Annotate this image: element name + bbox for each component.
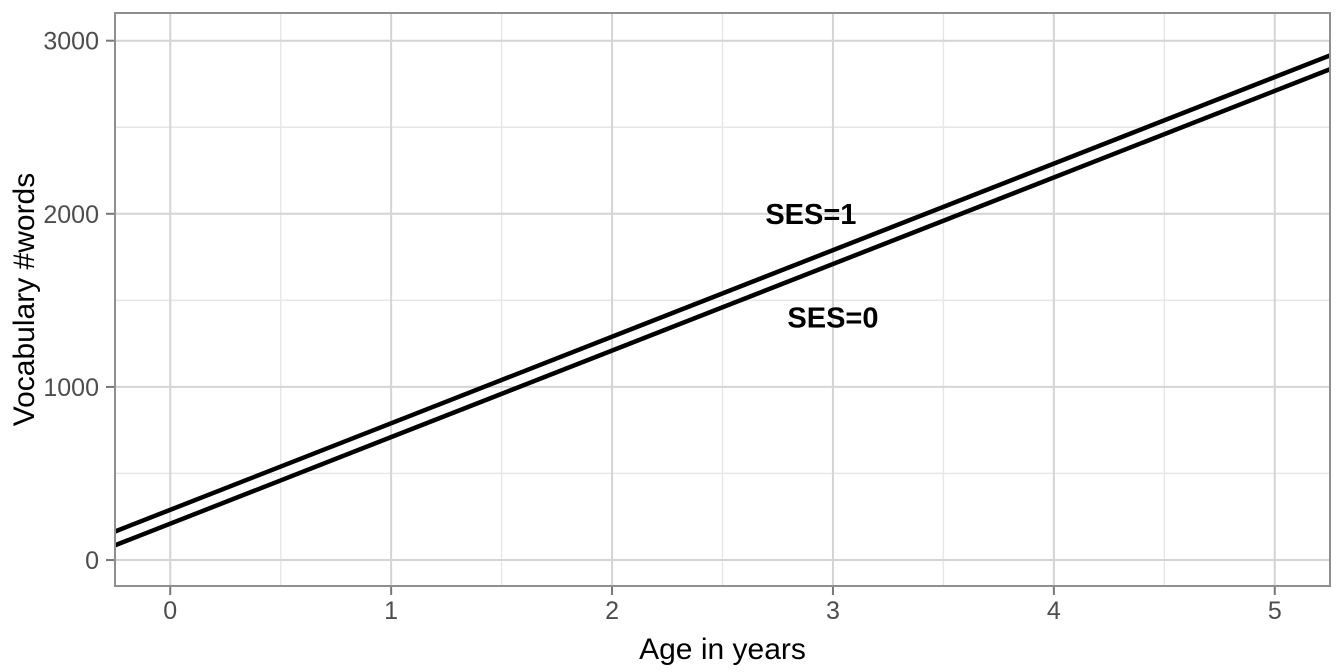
y-tick-label: 2000 xyxy=(43,201,99,229)
minor-gridlines xyxy=(115,13,1330,586)
y-tick-label: 1000 xyxy=(43,374,99,402)
regression-lines xyxy=(114,53,1331,548)
x-tick-label: 0 xyxy=(163,597,177,625)
annotation-ses-0: SES=0 xyxy=(787,303,878,335)
x-axis-tick-labels: 0 1 2 3 4 5 xyxy=(163,597,1281,625)
axis-tick-marks xyxy=(106,39,1276,595)
x-tick-label: 2 xyxy=(605,597,619,625)
line-annotations: SES=1 SES=0 xyxy=(765,199,878,335)
y-tick-label: 0 xyxy=(85,547,99,575)
series-line-ses-0 xyxy=(114,67,1331,548)
x-tick-label: 1 xyxy=(384,597,398,625)
x-tick-label: 5 xyxy=(1268,597,1282,625)
series-line-ses-1 xyxy=(114,53,1331,534)
panel-border xyxy=(114,12,1331,587)
x-tick-label: 4 xyxy=(1047,597,1061,625)
annotation-ses-1: SES=1 xyxy=(765,199,856,231)
y-tick-label: 3000 xyxy=(43,28,99,56)
major-gridlines xyxy=(115,13,1330,586)
y-axis-tick-labels: 0 1000 2000 3000 xyxy=(43,28,99,575)
y-axis-title: Vocabulary #words xyxy=(8,173,41,426)
x-tick-label: 3 xyxy=(826,597,840,625)
x-axis-title: Age in years xyxy=(639,633,806,666)
